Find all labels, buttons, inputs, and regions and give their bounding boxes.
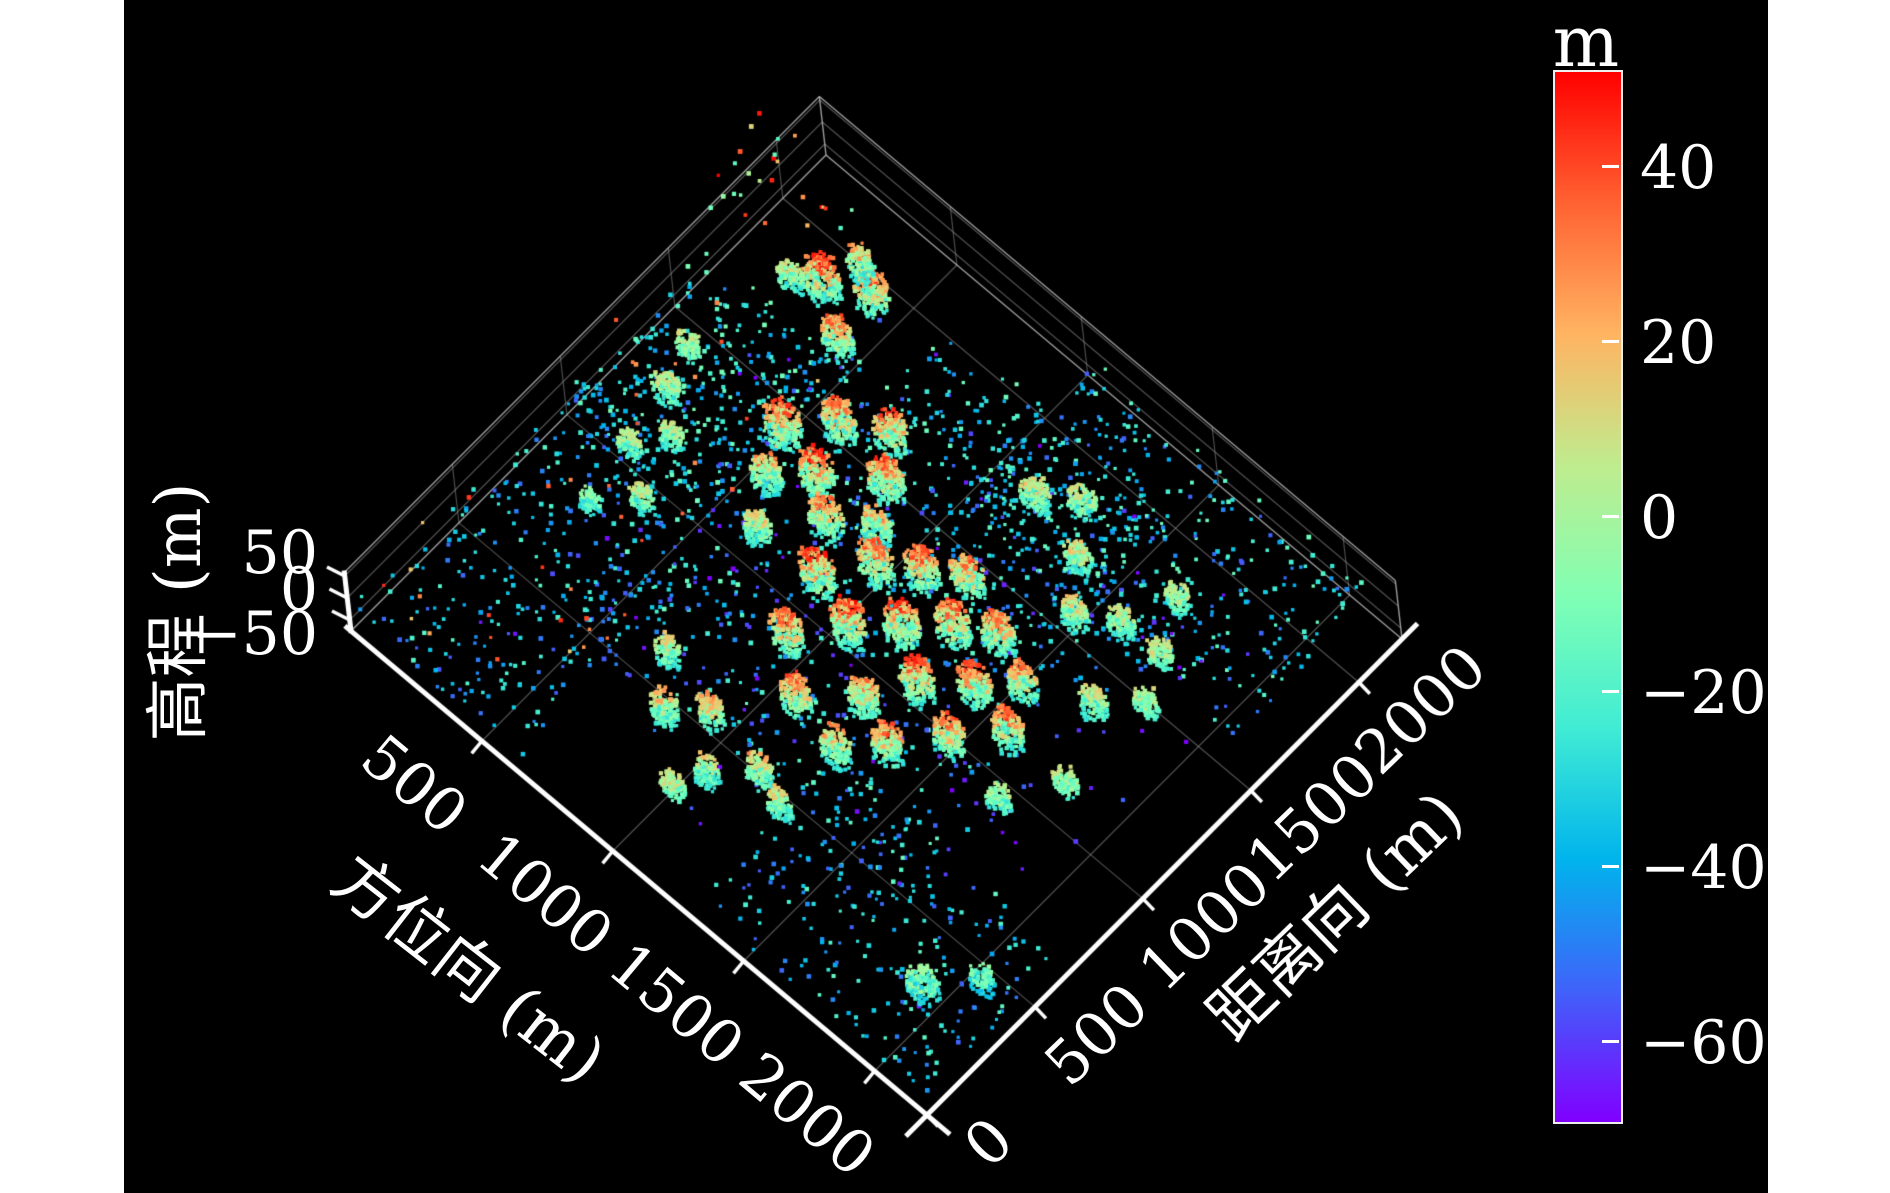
tick-label: 0 xyxy=(279,555,318,625)
colorbar-tick-mark xyxy=(1602,339,1619,343)
colorbar-tick-mark xyxy=(1602,689,1619,693)
colorbar-gradient xyxy=(1553,70,1623,1124)
colorbar-tick-label: 20 xyxy=(1640,308,1717,379)
colorbar-tick-mark xyxy=(1602,1039,1619,1043)
colorbar-tick-label: −20 xyxy=(1640,658,1767,729)
colorbar-title: m xyxy=(1552,1,1620,83)
colorbar-tick-label: 0 xyxy=(1640,483,1679,554)
colorbar-tick-label: 40 xyxy=(1640,133,1717,204)
colorbar-tick-label: −60 xyxy=(1640,1008,1767,1079)
colorbar-tick-mark xyxy=(1602,514,1619,518)
colorbar-tick-mark xyxy=(1602,164,1619,168)
tick-label: −50 xyxy=(191,599,318,669)
tick-label: 50 xyxy=(241,518,318,588)
colorbar-tick-label: −40 xyxy=(1640,833,1767,904)
colorbar-tick-mark xyxy=(1602,864,1619,868)
